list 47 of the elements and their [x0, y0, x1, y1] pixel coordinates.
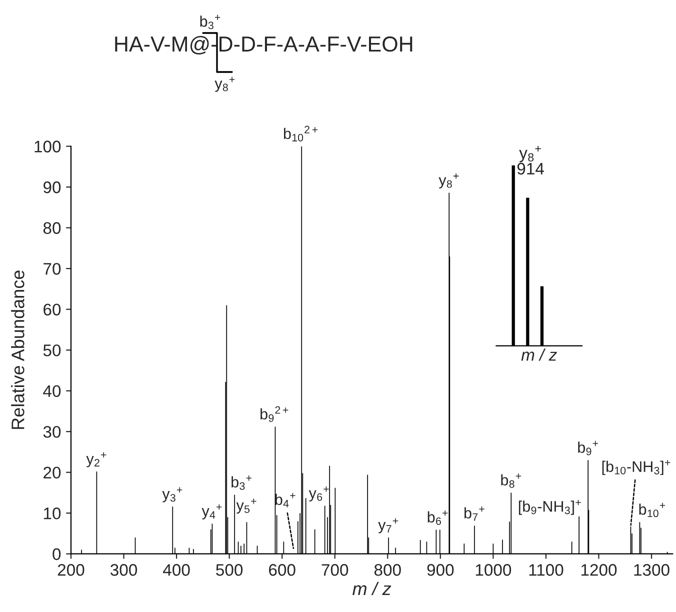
x-axis-title: m / z [352, 582, 392, 596]
annotation: y$_{5}$$^{+}$ [236, 498, 256, 514]
x-tick-label: 600 [269, 564, 296, 576]
annotation: b$_{8}$$^{+}$ [501, 473, 522, 488]
annotation: b$_{3}$$^{+}$ [232, 476, 252, 490]
x-axis-title: m / z [521, 348, 557, 361]
annotation: y$_{8}$$^{+}$ 914 [517, 146, 544, 175]
y-tick-label: 100 [34, 140, 61, 152]
y-tick-label: 30 [43, 426, 61, 438]
y-tick-label: 0 [52, 548, 61, 560]
annotation: [b$_{10}$-NH$_{3}$]$^{+}$ [602, 460, 670, 476]
annotation: b$_{9}$$^{+}$ [578, 440, 598, 456]
annotation: b$_{10}$$^{2+}$ [284, 126, 318, 142]
annotation: y$_{6}$$^{+}$ [308, 486, 329, 502]
y-tick-label: 70 [44, 262, 61, 275]
y-tick-label: 60 [44, 304, 61, 316]
x-tick-label: 300 [110, 564, 138, 576]
y-tick-label: 80 [43, 222, 61, 234]
x-tick-label: 200 [58, 564, 84, 576]
y-tick-label: 20 [44, 466, 61, 479]
text: y$_{8}$$^{+}$ [214, 76, 235, 92]
annotation: b$_{9}$$^{2+}$ [260, 406, 288, 422]
text: b$_{3}$$^{+}$ [200, 14, 220, 30]
annotation: b$_{6}$$^{+}$ [428, 510, 448, 525]
x-tick-label: 700 [322, 564, 348, 576]
annotation: b$_{4}$$^{+}$ [275, 493, 296, 508]
y-tick-label: 90 [44, 181, 61, 194]
annotation: y$_{8}$$^{+}$ [438, 173, 459, 188]
x-tick-label: 1100 [529, 564, 564, 576]
x-tick-label: 500 [216, 564, 243, 576]
y-tick-label: 10 [44, 508, 61, 520]
x-tick-label: 1300 [634, 564, 670, 576]
x-tick-label: 800 [374, 564, 401, 576]
x-tick-label: 400 [163, 564, 190, 576]
x-tick-label: 900 [427, 564, 454, 576]
annotation: [b$_{9}$-NH$_{3}$]$^{+}$ [518, 500, 581, 515]
annotation: y$_{3}$$^{+}$ [162, 487, 182, 502]
y-tick-label: 50 [43, 344, 61, 356]
x-tick-label: 1000 [476, 564, 512, 576]
annotation: y$_{7}$$^{+}$ [378, 518, 398, 534]
y-axis-title: Relative Abundance [11, 270, 24, 429]
annotation: b$_{10}$$^{+}$ [639, 502, 666, 518]
annotation: y$_{4}$$^{+}$ [202, 504, 222, 520]
y-tick-label: 40 [43, 385, 61, 398]
annotation: y$_{2}$$^{+}$ [86, 452, 106, 468]
annotation: b$_{7}$$^{+}$ [464, 506, 484, 521]
x-tick-label: 1200 [581, 564, 617, 576]
